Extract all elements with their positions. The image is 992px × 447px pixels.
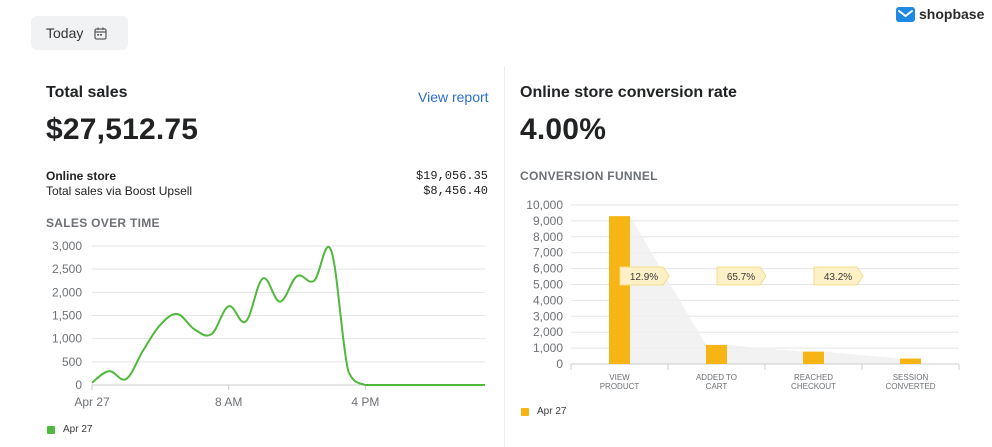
date-filter-button[interactable]: Today <box>31 16 128 50</box>
total-sales-amount: $27,512.75 <box>46 113 199 146</box>
x-tick-label: Apr 27 <box>74 395 110 409</box>
y-tick-label: 2,000 <box>533 325 563 339</box>
category-label: VIEW <box>609 373 630 382</box>
y-tick-label: 8,000 <box>533 230 563 244</box>
conversion-legend: Apr 27 <box>521 406 566 417</box>
y-tick-label: 4,000 <box>533 293 563 307</box>
sales-over-time-chart: 0 500 1,000 1,500 2,000 2,500 3,000 Apr 27 8 AM 4… <box>52 239 486 409</box>
shopbase-logo-icon <box>896 6 915 22</box>
y-tick-label: 5,000 <box>533 278 563 292</box>
funnel-bar <box>706 344 727 364</box>
category-label: CONVERTED <box>885 382 935 391</box>
card-divider <box>504 66 505 447</box>
sales-legend: Apr 27 <box>47 424 92 435</box>
conversion-rate-label: 43.2% <box>824 272 852 283</box>
conversion-rate-label: 65.7% <box>727 272 755 283</box>
brand-name: shopbase <box>919 6 985 22</box>
funnel-shading <box>630 216 921 364</box>
conversion-amount: 4.00% <box>520 113 607 146</box>
category-label: ADDED TO <box>696 373 737 382</box>
view-report-link[interactable]: View report <box>418 89 489 105</box>
online-store-label: Online store <box>46 169 117 183</box>
y-tick-label: 1,000 <box>52 332 82 346</box>
y-tick-label: 0 <box>556 357 563 371</box>
y-tick-label: 6,000 <box>533 262 563 276</box>
conversion-rate-tag <box>716 266 767 286</box>
x-tick-label: 4 PM <box>351 395 379 409</box>
y-tick-label: 2,000 <box>52 285 82 299</box>
y-tick-label: 1,000 <box>533 341 563 355</box>
conversion-legend-label: Apr 27 <box>537 406 567 417</box>
date-filter-label: Today <box>46 25 84 41</box>
online-store-value: $19,056.35 <box>415 169 488 183</box>
conversion-rate-tag <box>813 266 864 286</box>
sales-over-time-heading: SALES OVER TIME <box>46 216 160 230</box>
legend-swatch <box>47 425 55 434</box>
sales-legend-label: Apr 27 <box>63 424 93 435</box>
category-label: SESSION <box>893 373 929 382</box>
y-tick-label: 2,500 <box>52 262 82 276</box>
conversion-rate-tag <box>619 266 670 286</box>
legend-swatch <box>521 407 529 416</box>
brand-logo: shopbase <box>896 6 984 22</box>
conversion-funnel-heading: CONVERSION FUNNEL <box>520 169 658 183</box>
y-tick-label: 9,000 <box>533 214 563 228</box>
x-tick-label: 8 AM <box>215 395 242 409</box>
y-tick-label: 3,000 <box>533 309 563 323</box>
total-sales-title: Total sales <box>46 84 128 101</box>
category-label: CHECKOUT <box>791 382 836 391</box>
calendar-icon <box>94 27 108 40</box>
y-tick-label: 10,000 <box>526 198 563 212</box>
y-tick-label: 1,500 <box>52 309 82 323</box>
sales-series-line <box>91 246 485 387</box>
y-tick-label: 500 <box>62 355 82 369</box>
boost-upsell-label: Total sales via Boost Upsell <box>46 184 193 198</box>
funnel-bar <box>803 351 824 364</box>
category-label: CART <box>706 382 728 391</box>
y-tick-label: 7,000 <box>533 246 563 260</box>
boost-upsell-value: $8,456.40 <box>423 184 488 198</box>
conversion-rate-label: 12.9% <box>630 272 658 283</box>
category-label: PRODUCT <box>600 382 640 391</box>
funnel-bar <box>900 358 921 364</box>
y-tick-label: 3,000 <box>52 239 82 253</box>
category-label: REACHED <box>794 373 833 382</box>
funnel-bar <box>609 216 630 364</box>
y-tick-label: 0 <box>75 378 82 392</box>
conversion-title: Online store conversion rate <box>520 84 737 101</box>
